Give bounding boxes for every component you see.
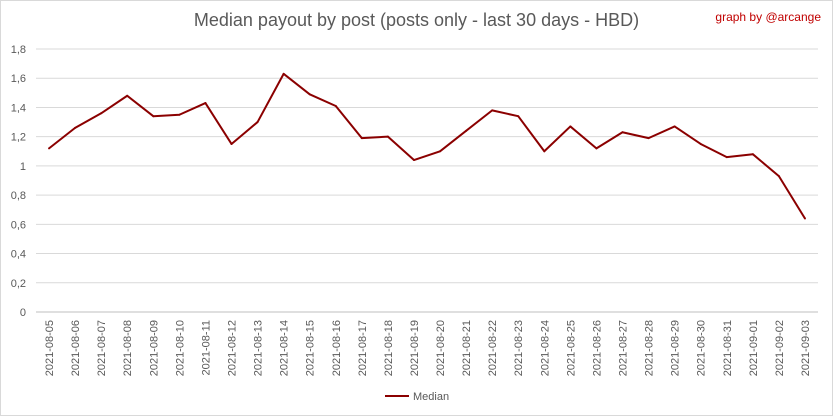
data-point <box>282 72 285 75</box>
x-tick-label: 2021-08-23 <box>513 320 525 376</box>
data-point <box>699 142 702 145</box>
gridlines <box>36 48 818 313</box>
data-point <box>48 147 51 150</box>
data-point <box>308 93 311 96</box>
legend: Median <box>385 391 449 403</box>
y-tick-label: 0,4 <box>11 249 26 261</box>
x-tick-label: 2021-08-15 <box>305 320 317 376</box>
x-tick-label: 2021-08-13 <box>253 320 265 376</box>
y-tick-label: 0,6 <box>11 219 26 231</box>
data-point <box>595 147 598 150</box>
data-point <box>543 150 546 153</box>
x-tick-label: 2021-08-17 <box>357 320 369 376</box>
x-tick-label: 2021-08-27 <box>618 320 630 376</box>
data-point <box>74 126 77 129</box>
legend-label: Median <box>413 391 449 403</box>
data-point <box>204 102 207 105</box>
data-point <box>751 153 754 156</box>
y-tick-label: 1 <box>20 161 26 173</box>
x-tick-label: 2021-08-07 <box>96 320 108 376</box>
x-tick-label: 2021-08-08 <box>122 320 134 376</box>
chart-title: Median payout by post (posts only - last… <box>193 10 640 30</box>
y-tick-label: 1,4 <box>11 102 26 114</box>
data-point <box>178 113 181 116</box>
x-axis-ticks: 2021-08-05 2021-08-06 2021-08-07 2021-08-08… <box>44 320 812 376</box>
data-point <box>517 115 520 118</box>
data-point <box>334 104 337 107</box>
x-tick-label: 2021-09-01 <box>748 320 760 376</box>
x-tick-label: 2021-08-21 <box>461 320 473 376</box>
y-tick-label: 0 <box>20 307 26 319</box>
data-point <box>230 142 233 145</box>
x-tick-label: 2021-08-10 <box>174 320 186 376</box>
data-point <box>100 112 103 115</box>
data-point <box>152 115 155 118</box>
x-tick-label: 2021-08-19 <box>409 320 421 376</box>
x-tick-label: 2021-08-06 <box>70 320 82 376</box>
x-tick-label: 2021-08-22 <box>487 320 499 376</box>
series-line-median <box>48 72 806 220</box>
x-tick-label: 2021-08-12 <box>227 320 239 376</box>
data-point <box>491 109 494 112</box>
y-tick-label: 0,2 <box>11 278 26 290</box>
data-point <box>803 217 806 220</box>
x-tick-label: 2021-09-02 <box>774 320 786 376</box>
series-layer <box>48 72 806 220</box>
x-tick-label: 2021-08-09 <box>148 320 160 376</box>
data-point <box>386 135 389 138</box>
x-tick-label: 2021-08-25 <box>565 320 577 376</box>
x-tick-label: 2021-08-18 <box>383 320 395 376</box>
data-point <box>256 121 259 124</box>
x-tick-label: 2021-08-14 <box>279 320 291 376</box>
x-tick-label: 2021-08-11 <box>200 320 212 375</box>
y-tick-label: 0,8 <box>11 190 26 202</box>
data-point <box>439 150 442 153</box>
chart-credit: graph by @arcange <box>715 10 821 24</box>
x-tick-label: 2021-08-30 <box>696 320 708 376</box>
x-tick-label: 2021-08-20 <box>435 320 447 376</box>
x-tick-label: 2021-08-05 <box>44 320 56 376</box>
x-tick-label: 2021-09-03 <box>800 320 812 376</box>
x-tick-label: 2021-08-24 <box>539 320 551 376</box>
data-point <box>621 131 624 134</box>
data-point <box>725 156 728 159</box>
y-axis-ticks: 0 0,2 0,4 0,6 0,8 1 1,2 1,4 1,6 1,8 <box>11 44 26 319</box>
y-tick-label: 1,8 <box>11 44 26 56</box>
x-tick-label: 2021-08-28 <box>644 320 656 376</box>
data-point <box>569 125 572 128</box>
data-point <box>647 137 650 140</box>
data-point <box>126 94 129 97</box>
y-tick-label: 1,2 <box>11 132 26 144</box>
data-point <box>465 129 468 132</box>
data-point <box>777 175 780 178</box>
x-tick-label: 2021-08-16 <box>331 320 343 376</box>
x-tick-label: 2021-08-31 <box>722 320 734 376</box>
data-point <box>360 137 363 140</box>
y-tick-label: 1,6 <box>11 73 26 85</box>
data-point <box>673 125 676 128</box>
x-tick-label: 2021-08-26 <box>591 320 603 376</box>
data-point <box>412 159 415 162</box>
x-tick-label: 2021-08-29 <box>670 320 682 376</box>
